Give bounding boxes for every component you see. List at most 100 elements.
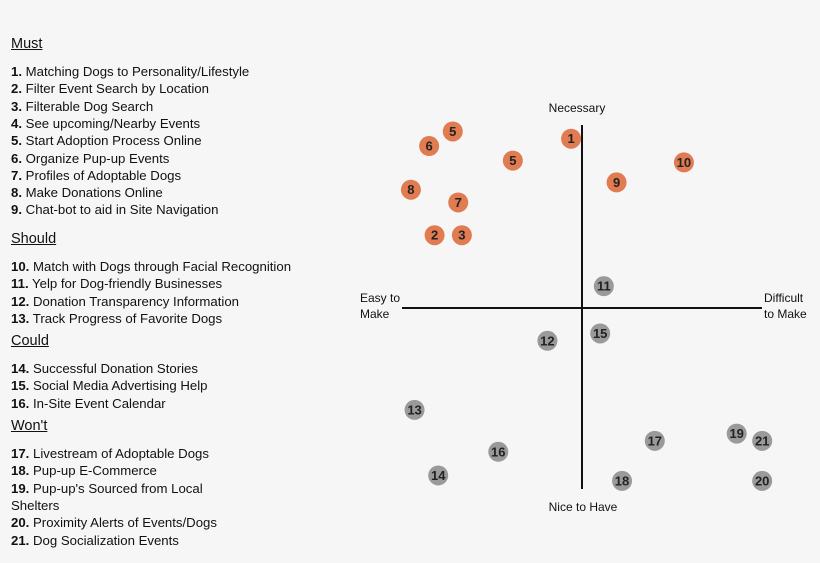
legend-item-text: Yelp for Dog-friendly Businesses <box>32 276 223 292</box>
legend-item: 3. Filterable Dog Search <box>11 98 153 115</box>
legend-item-text: Social Media Advertising Help <box>33 378 208 394</box>
legend-item-text: Dog Socialization Events <box>33 532 179 548</box>
data-point-label: 7 <box>455 195 462 210</box>
data-point-label: 2 <box>431 228 438 243</box>
data-point-5: 5 <box>442 121 463 142</box>
section-title-wont: Won't <box>11 418 48 434</box>
data-point-label: 19 <box>729 426 743 441</box>
data-point-6: 6 <box>419 136 440 157</box>
data-point-marker <box>612 470 633 491</box>
axis-label-left-line1: Easy to <box>360 291 400 305</box>
data-point-marker <box>593 276 614 297</box>
data-point-16: 16 <box>488 441 509 462</box>
legend-item: 11. Yelp for Dog-friendly Businesses <box>11 275 222 292</box>
data-point-label: 11 <box>597 279 611 294</box>
data-point-label: 1 <box>567 131 574 146</box>
data-point-label: 15 <box>593 326 607 341</box>
legend-item: 19. Pup-up's Sourced from Local <box>11 480 203 497</box>
section-title-could: Could <box>11 333 49 349</box>
data-point-label: 18 <box>615 473 629 488</box>
data-point-marker <box>451 225 472 246</box>
legend-item-number: 3. <box>11 98 22 114</box>
axis-label-bottom: Nice to Have <box>549 500 618 514</box>
data-point-9: 9 <box>606 172 627 193</box>
data-point-marker <box>537 330 558 351</box>
legend-item-number: 5. <box>11 133 22 149</box>
data-point-label: 9 <box>613 175 620 190</box>
legend-item-text: Successful Donation Stories <box>33 361 198 376</box>
legend-item-number: 4. <box>11 115 22 131</box>
legend-item-text: Make Donations Online <box>25 185 163 201</box>
data-point-7: 7 <box>448 192 469 213</box>
data-point-1: 1 <box>561 128 582 149</box>
legend-item-text: In-Site Event Calendar <box>33 395 166 411</box>
section-title-must: Must <box>11 36 43 52</box>
legend-item: 17. Livestream of Adoptable Dogs <box>11 445 209 462</box>
legend-item-text: See upcoming/Nearby Events <box>25 115 201 131</box>
data-point-marker <box>404 399 425 420</box>
legend-item-text: Match with Dogs through Facial Recogniti… <box>33 259 292 274</box>
legend-item-number: 13. <box>11 310 30 326</box>
legend-item-text: Pup-up's Sourced from Local <box>33 480 203 496</box>
data-point-label: 6 <box>426 139 433 154</box>
legend-item: 2. Filter Event Search by Location <box>11 80 209 97</box>
legend-item-number: 1. <box>11 64 22 79</box>
data-point-3: 3 <box>451 225 472 246</box>
legend-item: 13. Track Progress of Favorite Dogs <box>11 310 222 327</box>
data-point-marker <box>673 152 694 173</box>
section-title-should: Should <box>11 231 57 247</box>
legend-item: 18. Pup-up E-Commerce <box>11 462 157 479</box>
legend-item: 9. Chat-bot to aid in Site Navigation <box>11 201 218 218</box>
data-point-label: 12 <box>540 333 554 348</box>
data-point-marker <box>428 465 449 486</box>
axis-label-right-line1: Difficult <box>764 291 804 305</box>
legend-item: 21. Dog Socialization Events <box>11 532 179 549</box>
legend-item-number: 14. <box>11 361 30 376</box>
data-point-label: 14 <box>431 468 446 483</box>
data-point-label: 5 <box>509 153 516 168</box>
legend-item-text: Chat-bot to aid in Site Navigation <box>25 202 219 218</box>
data-point-label: 8 <box>407 182 414 197</box>
legend-item: 8. Make Donations Online <box>11 184 163 201</box>
legend-item-text: Livestream of Adoptable Dogs <box>33 446 209 461</box>
legend-item-text: Organize Pup-up Events <box>25 150 170 166</box>
data-point-marker <box>488 441 509 462</box>
data-point-8: 8 <box>400 179 421 200</box>
data-point-marker <box>448 192 469 213</box>
data-point-21: 21 <box>752 430 773 451</box>
legend-item-number: 19. <box>11 480 30 496</box>
legend-item: 16. In-Site Event Calendar <box>11 395 166 412</box>
legend-item-number: 12. <box>11 293 30 309</box>
legend-item: 10. Match with Dogs through Facial Recog… <box>11 258 291 275</box>
data-point-label: 3 <box>458 228 465 243</box>
legend-item: 14. Successful Donation Stories <box>11 360 198 377</box>
data-point-11: 11 <box>593 276 614 297</box>
data-point-15: 15 <box>590 323 611 344</box>
data-point-18: 18 <box>612 470 633 491</box>
legend-item-text: Matching Dogs to Personality/Lifestyle <box>25 64 250 79</box>
data-point-marker <box>752 470 773 491</box>
legend-item-text: Filterable Dog Search <box>25 98 154 114</box>
legend-item: 20. Proximity Alerts of Events/Dogs <box>11 514 217 531</box>
data-point-14: 14 <box>428 465 449 486</box>
legend-item: 15. Social Media Advertising Help <box>11 377 207 394</box>
legend-item: Shelters <box>11 497 59 514</box>
data-point-marker <box>400 179 421 200</box>
data-point-marker <box>606 172 627 193</box>
legend-item-number: 15. <box>11 378 30 394</box>
legend-item: 1. Matching Dogs to Personality/Lifestyl… <box>11 63 249 80</box>
legend-item-text: Track Progress of Favorite Dogs <box>32 310 223 326</box>
data-point-marker <box>419 136 440 157</box>
axis-label-left-line2: Make <box>360 307 390 321</box>
legend-item-text: Profiles of Adoptable Dogs <box>25 167 182 183</box>
legend-item-text: Proximity Alerts of Events/Dogs <box>33 515 217 531</box>
data-point-marker <box>590 323 611 344</box>
legend-item: 7. Profiles of Adoptable Dogs <box>11 167 181 184</box>
data-point-19: 19 <box>726 423 747 444</box>
data-point-label: 5 <box>449 124 456 139</box>
axis-label-right-line2: to Make <box>764 307 807 321</box>
legend-item-text: Filter Event Search by Location <box>25 81 209 97</box>
legend-item-number: 2. <box>11 81 22 97</box>
data-point-10: 10 <box>673 152 694 173</box>
